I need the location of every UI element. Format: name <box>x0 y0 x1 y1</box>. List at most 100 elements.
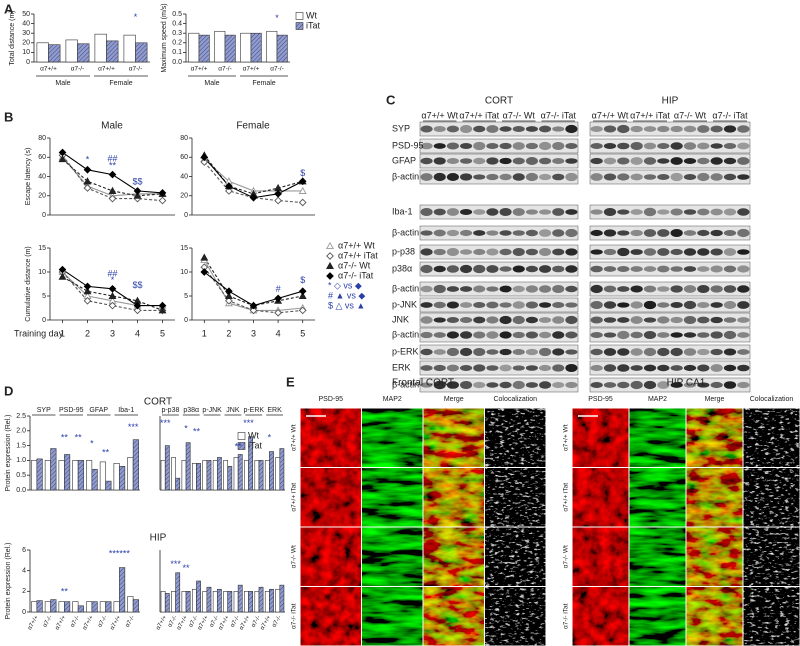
bar <box>237 584 243 613</box>
blot-band <box>539 364 552 372</box>
blot-band <box>552 348 565 356</box>
blot-band <box>590 125 603 133</box>
y-axis-label: Maximum speed (m/s) <box>161 3 168 72</box>
x-tick-label: α7+/+ <box>82 614 95 631</box>
x-tick-label: 3 <box>251 328 256 338</box>
blot-band <box>433 332 446 338</box>
y-tick-label: 80 <box>180 135 188 142</box>
blot-band <box>590 173 603 181</box>
bar <box>264 591 270 613</box>
chart-title: CORT <box>144 397 172 408</box>
blot-band <box>697 157 710 165</box>
micrograph <box>423 587 484 646</box>
blot-band <box>723 330 737 340</box>
blot-band <box>433 349 446 355</box>
bar <box>164 445 170 491</box>
blot-band <box>486 248 499 256</box>
bar <box>119 466 126 491</box>
marker <box>108 284 117 293</box>
blot-band <box>670 172 683 182</box>
marker <box>200 268 209 276</box>
blot-band <box>512 331 525 339</box>
blot-band <box>723 301 737 309</box>
blot-band <box>473 285 486 293</box>
blot-band <box>420 316 433 324</box>
bar <box>64 454 71 491</box>
blot-band <box>552 208 565 216</box>
blot-band <box>486 208 499 216</box>
blot-band <box>499 315 512 325</box>
micrograph-row-label: α7-/- iTat <box>291 603 298 629</box>
blot-band <box>617 247 630 257</box>
blot-band <box>643 157 657 165</box>
y-tick-label: 0 <box>184 317 188 324</box>
blot-band <box>486 157 499 165</box>
marker <box>158 301 167 310</box>
marker <box>225 296 233 305</box>
blot-band <box>486 230 499 236</box>
blot-band <box>723 230 737 236</box>
blot-band <box>525 157 538 165</box>
blot-strip <box>589 261 751 277</box>
legend-label: iTat <box>306 20 321 30</box>
blot-band <box>643 347 657 357</box>
bar <box>36 600 43 613</box>
blot-strip <box>419 377 579 393</box>
micrograph-column: Colocalization <box>493 396 537 403</box>
blot-band <box>486 265 499 273</box>
x-axis-label: Training day <box>14 328 64 338</box>
annotation: ** <box>102 447 110 457</box>
blot-band <box>710 316 723 324</box>
bar <box>50 599 57 613</box>
blot-band <box>552 331 565 339</box>
blot-band <box>617 286 630 292</box>
blot-band <box>539 381 552 389</box>
micrograph <box>743 587 800 646</box>
blot-strip <box>589 121 751 137</box>
blot-band <box>643 142 657 150</box>
blot-band <box>670 125 683 133</box>
bar <box>206 460 212 491</box>
blot-band <box>630 331 643 339</box>
blot-band <box>710 229 723 237</box>
blot-band <box>525 365 538 371</box>
blot-band <box>683 348 697 356</box>
series-line <box>62 271 163 311</box>
blot-strip <box>419 297 579 313</box>
blot-band <box>617 265 630 273</box>
blot-band <box>643 229 657 237</box>
chart-title: Male <box>101 121 123 132</box>
blot-band <box>683 382 697 388</box>
blot-band <box>723 125 737 133</box>
blot-band <box>643 317 657 323</box>
blot-band <box>603 157 617 165</box>
y-tick-label: 2.0 <box>16 428 26 435</box>
y-tick-label: 1.5 <box>16 442 26 449</box>
x-tick-label: α7+/+ <box>55 614 68 631</box>
micrograph <box>686 527 743 586</box>
bar <box>105 601 112 613</box>
blot-band <box>590 348 603 356</box>
blot-row-label: β-actin <box>392 379 419 389</box>
blot-band <box>710 331 723 339</box>
blot-band <box>552 158 565 164</box>
blot-strip <box>419 344 579 360</box>
blot-band <box>657 174 670 180</box>
blot-band <box>737 364 750 372</box>
marker <box>58 265 67 274</box>
blot-band <box>460 173 473 181</box>
annotation: *** <box>243 418 254 428</box>
blot-band <box>723 317 737 323</box>
blot-band <box>499 364 512 372</box>
bar <box>119 567 126 613</box>
blot-band <box>460 264 473 274</box>
blot-region: CORT <box>485 96 513 107</box>
blot-row-label: β-actin <box>392 329 419 339</box>
marker <box>83 184 92 192</box>
micrograph-region: HIP CA1 <box>667 378 706 389</box>
blot-band <box>737 125 750 133</box>
y-tick-label: 0 <box>42 317 46 324</box>
group-label: JNK <box>226 407 240 414</box>
blot-band <box>630 173 643 181</box>
blot-band <box>657 229 670 237</box>
